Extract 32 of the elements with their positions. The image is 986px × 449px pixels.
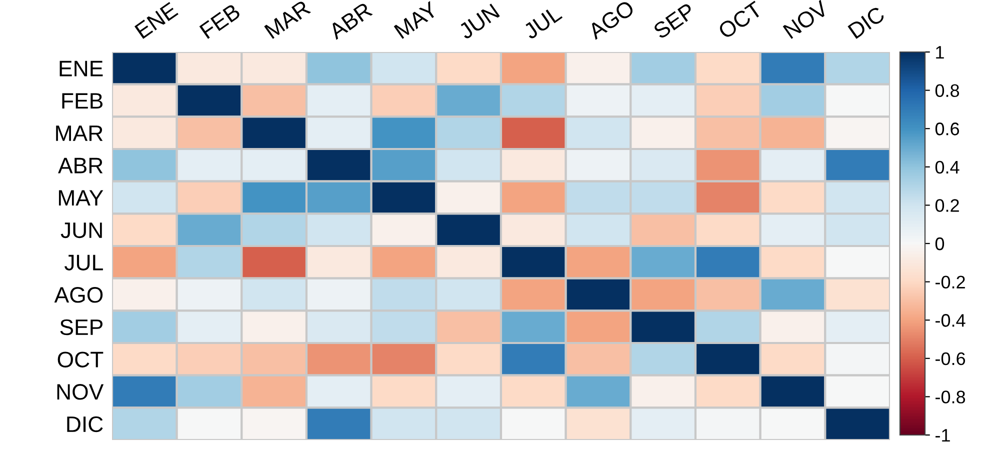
color-bar-label: 0.2 bbox=[935, 199, 959, 212]
y-tick-label: DIC bbox=[67, 416, 103, 432]
y-tick-label: AGO bbox=[54, 287, 103, 303]
color-bar-label: 0 bbox=[935, 237, 944, 250]
y-tick-label: SEP bbox=[60, 319, 102, 336]
x-tick-label: ABR bbox=[328, 2, 373, 40]
y-tick-label: JUN bbox=[60, 222, 102, 238]
color-bar-label: -0.2 bbox=[936, 276, 965, 289]
color-bar-label: -1 bbox=[936, 429, 950, 442]
x-tick-label: FEB bbox=[199, 3, 242, 39]
color-bar-label: -0.8 bbox=[936, 390, 966, 404]
x-tick-label: MAR bbox=[264, 0, 312, 39]
color-bar-label: 0.8 bbox=[935, 84, 960, 98]
color-bar-label: -0.6 bbox=[936, 352, 966, 366]
color-bar-label: 1 bbox=[936, 46, 944, 59]
y-tick-label: NOV bbox=[57, 384, 104, 400]
y-tick-label: MAY bbox=[58, 190, 104, 206]
x-tick-label: OCT bbox=[717, 0, 764, 40]
x-tick-label: DIC bbox=[848, 6, 886, 40]
x-tick-label: JUN bbox=[457, 4, 500, 40]
x-tick-label: SEP bbox=[652, 2, 696, 40]
y-tick-label: ABR bbox=[58, 158, 103, 174]
y-tick-label: ENE bbox=[60, 60, 103, 76]
y-tick-label: JUL bbox=[64, 254, 103, 270]
color-bar-label: 0.6 bbox=[935, 122, 960, 136]
y-tick-label: OCT bbox=[58, 352, 104, 368]
x-tick-label: ENE bbox=[134, 2, 178, 39]
color-bar-label: 0.4 bbox=[935, 160, 960, 174]
color-bar-label: -0.4 bbox=[936, 314, 966, 327]
y-tick-label: FEB bbox=[62, 93, 102, 109]
y-tick-label: MAR bbox=[56, 126, 103, 141]
x-tick-label: JUL bbox=[522, 5, 563, 40]
